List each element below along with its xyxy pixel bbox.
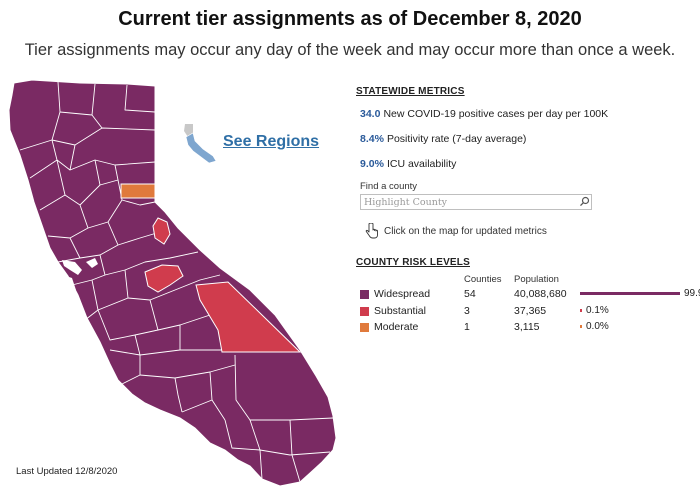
legend-population-bar	[580, 325, 582, 328]
legend-county-count: 1	[464, 321, 470, 333]
legend-swatch-substantial	[360, 307, 369, 316]
legend-row-widespread[interactable]: Widespread 54 40,088,680 99.9%	[360, 288, 700, 302]
legend-name: Substantial	[374, 305, 426, 317]
legend-county-count: 54	[464, 288, 476, 300]
counties-column-header: Counties	[464, 274, 502, 285]
substantial-county-alpine[interactable]	[152, 217, 171, 245]
metric-cases: 34.0 New COVID-19 positive cases per day …	[360, 108, 608, 120]
legend-county-count: 3	[464, 305, 470, 317]
mini-map-north	[184, 124, 193, 137]
find-county-label: Find a county	[360, 181, 418, 192]
legend-population: 40,088,680	[514, 288, 567, 300]
page-subtitle: Tier assignments may occur any day of th…	[24, 41, 676, 59]
legend-population-percent: 99.9%	[684, 288, 700, 299]
legend-row-moderate[interactable]: Moderate 1 3,115 0.0%	[360, 321, 690, 335]
last-updated-note: Last Updated 12/8/2020	[16, 466, 118, 477]
population-column-header: Population	[514, 274, 559, 285]
see-regions-link[interactable]: See Regions	[223, 133, 320, 150]
pointer-hand-icon	[365, 223, 378, 239]
substantial-county-mono[interactable]	[195, 281, 302, 353]
metric-positivity: 8.4% Positivity rate (7-day average)	[360, 133, 526, 145]
metric-cases-value: 34.0	[360, 108, 381, 120]
county-search-input[interactable]	[361, 195, 576, 209]
county-search-box[interactable]	[360, 194, 592, 210]
legend-population-percent: 0.0%	[586, 321, 609, 332]
search-icon[interactable]	[579, 196, 590, 207]
legend-population-bar	[580, 292, 680, 295]
statewide-metrics-heading: STATEWIDE METRICS	[356, 86, 465, 97]
legend-population-percent: 0.1%	[586, 305, 609, 316]
legend-population: 3,115	[514, 321, 540, 333]
map-click-instruction: Click on the map for updated metrics	[384, 226, 547, 237]
metric-icu-value: 9.0%	[360, 158, 384, 170]
legend-swatch-moderate	[360, 323, 369, 332]
regions-mini-map[interactable]	[183, 123, 223, 165]
bay-area-water	[62, 258, 98, 292]
metric-positivity-label: Positivity rate (7-day average)	[386, 133, 527, 145]
legend-name: Moderate	[374, 321, 419, 333]
county-risk-levels-heading: COUNTY RISK LEVELS	[356, 257, 470, 268]
mini-map-regions	[185, 132, 217, 164]
substantial-county-mariposa[interactable]	[144, 264, 184, 293]
legend-swatch-widespread	[360, 290, 369, 299]
legend-name: Widespread	[374, 288, 431, 300]
moderate-county[interactable]	[120, 183, 156, 199]
legend-row-substantial[interactable]: Substantial 3 37,365 0.1%	[360, 305, 690, 319]
metric-icu: 9.0% ICU availability	[360, 158, 456, 170]
metric-icu-label: ICU availability	[386, 158, 457, 170]
metric-cases-label: New COVID-19 positive cases per day per …	[383, 108, 609, 120]
legend-population-bar	[580, 309, 582, 312]
legend-population: 37,365	[514, 305, 547, 317]
metric-positivity-value: 8.4%	[360, 133, 384, 145]
county-borders	[19, 81, 334, 483]
page-title: Current tier assignments as of December …	[118, 8, 582, 30]
